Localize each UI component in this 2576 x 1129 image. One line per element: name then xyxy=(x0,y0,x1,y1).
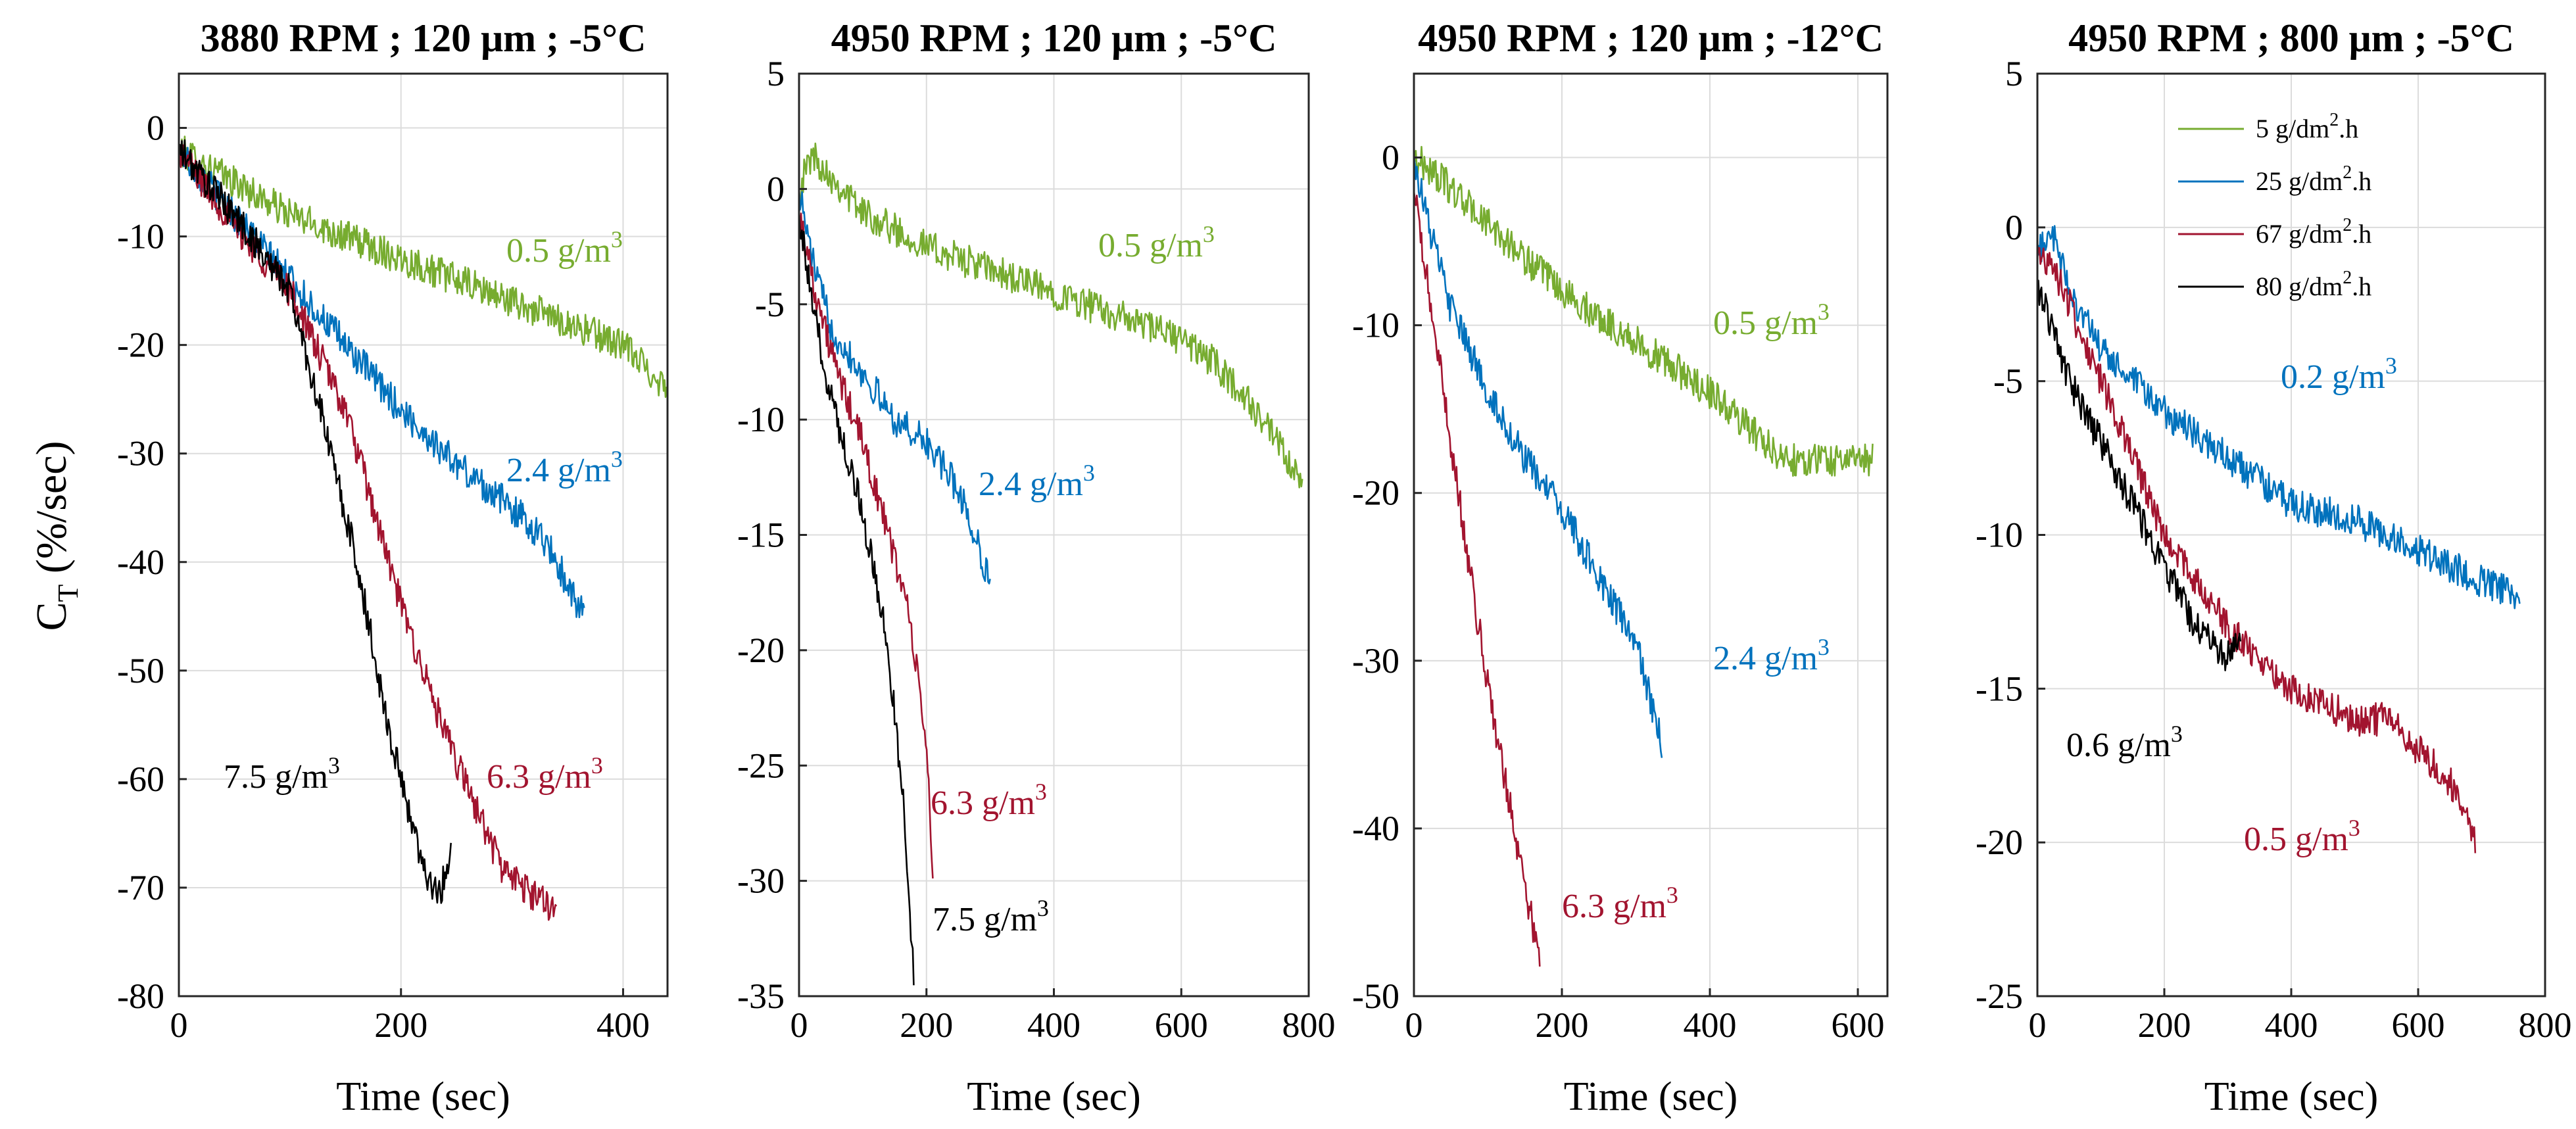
series-annotation: 0.6 g/m3 xyxy=(2066,721,2183,764)
x-tick-label: 600 xyxy=(2392,1005,2445,1045)
y-tick-label: 0 xyxy=(1382,138,1399,178)
series-line-67-g-dm2-h xyxy=(1413,191,1541,967)
y-tick-label: -15 xyxy=(1976,669,2023,708)
y-tick-label: -35 xyxy=(737,976,785,1016)
y-tick-label: -20 xyxy=(1352,473,1399,513)
series-annotation: 6.3 g/m3 xyxy=(931,779,1047,822)
y-tick-label: 5 xyxy=(2005,54,2023,93)
y-tick-label: -80 xyxy=(117,976,164,1016)
y-tick-label: -10 xyxy=(1352,306,1399,345)
series-line-67-g-dm2-h xyxy=(2036,247,2477,853)
x-axis-label: Time (sec) xyxy=(967,1074,1141,1119)
y-tick-label: -5 xyxy=(755,285,785,324)
y-tick-label: -10 xyxy=(737,400,785,439)
x-tick-label: 600 xyxy=(1155,1005,1208,1045)
subplot-4: 0 200 400 600 800 5 0 -5 -10 -15 -20 -25 4950 RPM ; … xyxy=(1976,16,2571,1119)
subplot-2: 0 200 400 600 800 5 0 -5 -10 -15 -20 -25 -30 -35 4950 … xyxy=(737,16,1335,1119)
axes-frame xyxy=(178,72,669,997)
series-annotation: 2.4 g/m3 xyxy=(1713,634,1830,677)
y-tick-label: -20 xyxy=(737,631,785,670)
series-line-25-g-dm2-h xyxy=(798,189,991,585)
x-tick-label: 200 xyxy=(374,1005,427,1045)
y-tick-label: 0 xyxy=(767,169,785,208)
legend: 5 g/dm2.h 25 g/dm2.h 67 g/dm2.h 80 g/dm2.h xyxy=(2178,110,2371,301)
series-annotation: 6.3 g/m3 xyxy=(487,752,603,796)
y-tick-label: 5 xyxy=(767,54,785,93)
legend-entry: 80 g/dm2.h xyxy=(2256,268,2371,301)
y-tick-label: -25 xyxy=(1976,976,2023,1016)
y-tick-label: -30 xyxy=(1352,641,1399,681)
x-tick-label: 0 xyxy=(790,1005,808,1045)
subplot-1: 0 200 400 0 -10 -20 -30 -40 -50 -60 -70 -80 3880 RPM… xyxy=(117,16,669,1119)
x-axis-label: Time (sec) xyxy=(2204,1074,2379,1119)
x-axis-label: Time (sec) xyxy=(1564,1074,1738,1119)
x-tick-label: 800 xyxy=(1282,1005,1336,1045)
y-tick-label: -70 xyxy=(117,868,164,907)
x-tick-label: 200 xyxy=(900,1005,953,1045)
y-tick-label: -20 xyxy=(1976,823,2023,862)
subplot-title: 4950 RPM ; 120 μm ; -12°C xyxy=(1418,16,1883,60)
y-tick-label: -60 xyxy=(117,759,164,799)
x-tick-label: 400 xyxy=(596,1005,650,1045)
legend-entry: 5 g/dm2.h xyxy=(2256,110,2358,143)
x-tick-label: 0 xyxy=(2029,1005,2047,1045)
x-tick-label: 400 xyxy=(2265,1005,2318,1045)
x-tick-label: 200 xyxy=(1536,1005,1589,1045)
series-line-80-g-dm2-h xyxy=(178,139,452,904)
y-axis-label: CT (%/sec) xyxy=(28,441,84,631)
y-tick-label: -5 xyxy=(1993,362,2023,401)
x-tick-label: 800 xyxy=(2519,1005,2572,1045)
subplot-title: 4950 RPM ; 800 μm ; -5°C xyxy=(2068,16,2514,60)
x-tick-label: 0 xyxy=(1405,1005,1423,1045)
axes-frame xyxy=(1413,72,1889,997)
y-tick-label: -50 xyxy=(1352,976,1399,1016)
y-tick-label: -40 xyxy=(117,542,164,582)
subplot-title: 3880 RPM ; 120 μm ; -5°C xyxy=(201,16,646,60)
y-tick-label: -30 xyxy=(117,434,164,473)
x-tick-label: 400 xyxy=(1684,1005,1737,1045)
y-tick-label: -40 xyxy=(1352,809,1399,848)
series-line-80-g-dm2-h xyxy=(798,212,915,986)
series-annotation: 0.5 g/m3 xyxy=(1713,299,1830,342)
legend-entry: 67 g/dm2.h xyxy=(2256,215,2371,249)
series-annotation: 0.2 g/m3 xyxy=(2281,352,2397,396)
x-tick-label: 600 xyxy=(1832,1005,1885,1045)
y-tick-label: -10 xyxy=(117,217,164,256)
series-annotation: 7.5 g/m3 xyxy=(224,752,340,796)
series-line-5-g-dm2-h xyxy=(1413,145,1874,477)
series-line-25-g-dm2-h xyxy=(1413,157,1663,758)
y-tick-label: 0 xyxy=(147,108,164,148)
y-tick-label: -50 xyxy=(117,651,164,690)
x-axis-label: Time (sec) xyxy=(336,1074,510,1119)
x-tick-label: 0 xyxy=(170,1005,188,1045)
legend-entry: 25 g/dm2.h xyxy=(2256,162,2371,196)
series-line-5-g-dm2-h xyxy=(178,135,669,398)
series-line-67-g-dm2-h xyxy=(798,212,934,878)
y-tick-label: 0 xyxy=(2005,208,2023,247)
series-annotation: 2.4 g/m3 xyxy=(506,446,623,489)
series-line-25-g-dm2-h xyxy=(178,144,585,619)
y-tick-label: -30 xyxy=(737,861,785,901)
y-tick-label: -10 xyxy=(1976,516,2023,555)
series-annotation: 0.5 g/m3 xyxy=(1098,221,1215,264)
series-annotation: 6.3 g/m3 xyxy=(1562,882,1678,925)
series-line-5-g-dm2-h xyxy=(798,142,1303,489)
series-annotation: 7.5 g/m3 xyxy=(933,895,1049,938)
y-tick-label: -20 xyxy=(117,325,164,365)
series-annotation: 2.4 g/m3 xyxy=(979,460,1095,503)
series-annotation: 0.5 g/m3 xyxy=(2244,815,2360,858)
y-tick-label: -15 xyxy=(737,516,785,555)
series-line-25-g-dm2-h xyxy=(2036,225,2521,610)
series-line-67-g-dm2-h xyxy=(178,144,558,921)
series-line-80-g-dm2-h xyxy=(2036,279,2242,671)
series-annotation: 0.5 g/m3 xyxy=(506,226,623,270)
x-tick-label: 400 xyxy=(1027,1005,1081,1045)
subplot-title: 4950 RPM ; 120 μm ; -5°C xyxy=(831,16,1277,60)
x-tick-label: 200 xyxy=(2138,1005,2191,1045)
y-tick-label: -25 xyxy=(737,746,785,785)
subplot-3: 0 200 400 600 0 -10 -20 -30 -40 -50 4950 RPM ; 120… xyxy=(1352,16,1889,1119)
